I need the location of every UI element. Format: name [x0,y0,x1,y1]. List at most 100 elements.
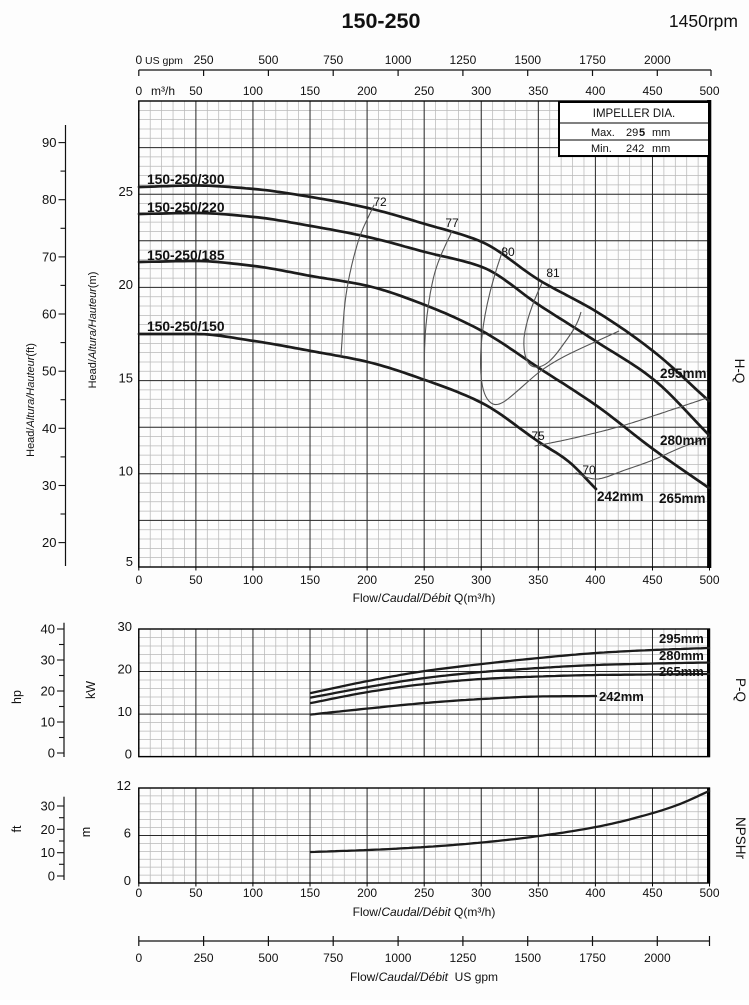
svg-text:150: 150 [300,573,320,587]
svg-text:242: 242 [626,143,644,155]
svg-text:77: 77 [445,216,459,230]
svg-text:H-Q: H-Q [732,359,747,384]
svg-text:280mm: 280mm [659,648,704,663]
svg-text:250: 250 [194,951,214,965]
svg-text:Min.: Min. [591,143,612,155]
svg-text:350: 350 [528,886,548,900]
svg-text:500: 500 [258,53,278,67]
svg-text:350: 350 [528,84,548,98]
svg-text:150-250/185: 150-250/185 [147,248,225,263]
svg-text:80: 80 [42,192,56,207]
svg-text:150-250/300: 150-250/300 [147,172,225,187]
svg-text:15: 15 [119,370,133,385]
svg-text:30: 30 [41,799,55,814]
svg-text:30: 30 [41,653,55,668]
svg-text:750: 750 [323,53,343,67]
svg-text:400: 400 [585,84,605,98]
svg-text:250: 250 [194,53,214,67]
svg-text:0: 0 [135,951,142,965]
svg-text:6: 6 [124,825,131,840]
svg-text:70: 70 [582,463,596,477]
svg-text:350: 350 [528,573,548,587]
svg-text:ft: ft [10,825,24,832]
svg-text:250: 250 [414,84,434,98]
svg-text:US gpm: US gpm [145,55,183,67]
svg-text:1250: 1250 [450,951,477,965]
svg-text:10: 10 [41,845,55,860]
svg-text:2000: 2000 [644,53,671,67]
svg-text:300: 300 [471,84,491,98]
svg-text:200: 200 [357,84,377,98]
svg-text:500: 500 [699,886,719,900]
svg-text:0: 0 [48,746,55,761]
svg-text:100: 100 [243,573,263,587]
svg-text:242mm: 242mm [597,489,644,504]
svg-text:60: 60 [42,307,56,322]
svg-text:250: 250 [414,886,434,900]
svg-text:295mm: 295mm [660,366,707,381]
svg-text:500: 500 [699,573,719,587]
svg-text:0: 0 [135,886,142,900]
svg-text:75: 75 [531,429,545,443]
svg-text:29: 29 [626,127,638,139]
svg-text:30: 30 [118,619,132,634]
svg-text:450: 450 [642,84,662,98]
svg-text:200: 200 [357,573,377,587]
svg-text:295mm: 295mm [659,631,704,646]
svg-text:1000: 1000 [385,53,412,67]
svg-text:150-250/220: 150-250/220 [147,200,225,215]
svg-text:400: 400 [585,573,605,587]
svg-text:hp: hp [10,690,24,704]
svg-text:90: 90 [42,135,56,150]
svg-text:500: 500 [699,84,719,98]
svg-text:Flow/Caudal/Débit Q(m³/h): Flow/Caudal/Débit Q(m³/h) [353,905,496,919]
svg-text:30: 30 [42,478,56,493]
svg-text:20: 20 [41,822,55,837]
svg-text:50: 50 [189,84,203,98]
svg-text:200: 200 [357,886,377,900]
svg-text:10: 10 [119,464,133,479]
svg-text:Max.: Max. [591,127,615,139]
svg-text:150-250: 150-250 [342,9,421,33]
svg-text:10: 10 [41,715,55,730]
svg-text:0: 0 [125,746,132,761]
svg-text:mm: mm [652,127,670,139]
svg-text:1000: 1000 [385,951,412,965]
svg-text:1450rpm: 1450rpm [669,11,738,31]
svg-text:NPSHr: NPSHr [733,817,748,860]
svg-text:81: 81 [546,266,560,280]
svg-text:Flow/Caudal/Débit Q(m³/h): Flow/Caudal/Débit Q(m³/h) [353,591,496,605]
svg-text:0: 0 [124,873,131,888]
svg-text:400: 400 [585,886,605,900]
svg-text:750: 750 [323,951,343,965]
svg-text:40: 40 [41,622,55,637]
svg-text:20: 20 [42,535,56,550]
svg-text:265mm: 265mm [659,491,706,506]
svg-text:mm: mm [652,143,670,155]
svg-text:250: 250 [414,573,434,587]
svg-text:25: 25 [119,184,133,199]
svg-text:70: 70 [42,249,56,264]
svg-text:Flow/Caudal/Débit US gpm: Flow/Caudal/Débit US gpm [350,970,498,984]
svg-text:m³/h: m³/h [151,84,175,98]
svg-text:1500: 1500 [514,53,541,67]
svg-text:1750: 1750 [579,951,606,965]
svg-text:150: 150 [300,84,320,98]
svg-text:0: 0 [135,84,142,98]
svg-text:20: 20 [119,277,133,292]
svg-text:242mm: 242mm [599,689,644,704]
svg-text:2000: 2000 [644,951,671,965]
svg-text:40: 40 [42,421,56,436]
svg-text:72: 72 [373,195,387,209]
svg-text:5: 5 [126,554,133,569]
svg-text:80: 80 [501,245,515,259]
svg-text:500: 500 [258,951,278,965]
svg-text:300: 300 [471,886,491,900]
svg-text:kW: kW [84,681,98,699]
svg-text:5: 5 [639,127,645,139]
svg-text:265mm: 265mm [659,664,704,679]
svg-text:0: 0 [135,573,142,587]
svg-text:300: 300 [471,573,491,587]
svg-text:Head/Altura/Hauteur(ft): Head/Altura/Hauteur(ft) [25,343,37,457]
svg-text:0: 0 [48,869,55,884]
